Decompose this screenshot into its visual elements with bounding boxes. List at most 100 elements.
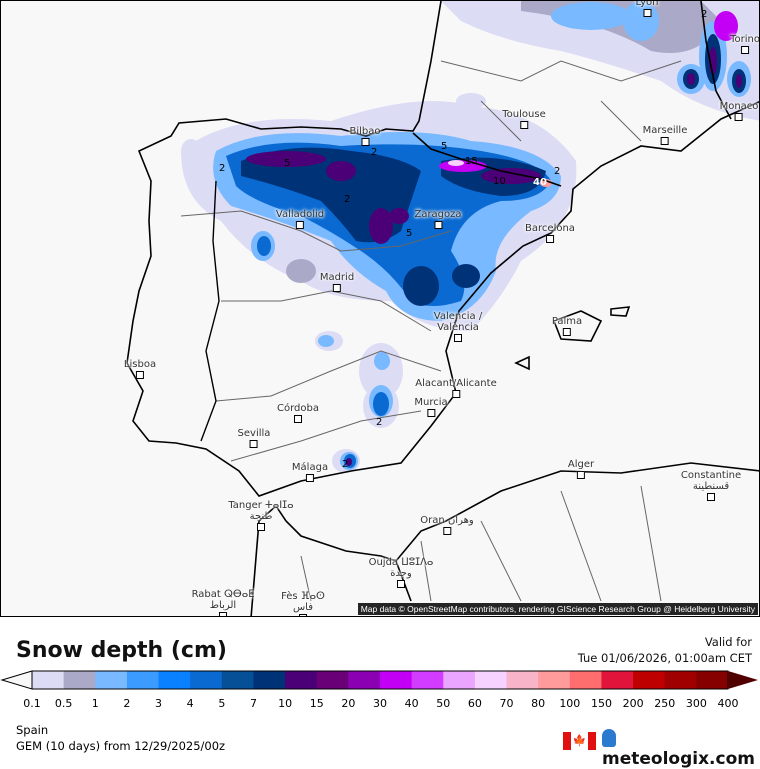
contour-label: 5 — [284, 158, 291, 169]
legend-tick-label: 100 — [559, 697, 581, 710]
legend-swatch — [32, 671, 65, 689]
legend-tick-label: 250 — [654, 697, 676, 710]
snow-depth-map[interactable]: 2 5 2 2 5 15 10 2 5 2 2 2 40 Lyon Torino… — [0, 0, 760, 617]
city-zaragoza: Zaragoza — [414, 209, 462, 229]
snow-field-10-20cm — [246, 47, 742, 466]
city-lisboa: Lisboa — [124, 359, 156, 379]
legend-swatch — [569, 671, 602, 689]
legend-swatch — [506, 671, 539, 689]
contour-label: 2 — [554, 166, 561, 177]
legend-swatch — [158, 671, 191, 689]
legend-swatch — [411, 671, 444, 689]
legend-swatch — [253, 671, 286, 689]
legend-tick-label: 60 — [467, 697, 482, 710]
legend-swatch — [696, 671, 729, 689]
valid-label: Valid for — [704, 635, 752, 649]
legend-tick-label: 4 — [186, 697, 194, 710]
legend-swatch — [380, 671, 413, 689]
city-barcelona: Barcelona — [525, 223, 575, 243]
city-palma: Palma — [552, 316, 582, 336]
city-oujda: Oujda ⵡⵓⵊⴷⴰ وجدة — [361, 557, 441, 588]
valid-datetime: Tue 01/06/2026, 01:00am CET — [577, 651, 752, 665]
legend-swatch — [285, 671, 318, 689]
city-madrid: Madrid — [320, 272, 354, 292]
city-tanger: Tanger ⵜⴰⵏⵊⴰ طنجة — [221, 500, 301, 531]
valid-time: Valid for Tue 01/06/2026, 01:00am CET — [578, 634, 752, 666]
legend-tick-label: 0.1 — [23, 697, 41, 710]
contour-label: 5 — [441, 141, 448, 152]
city-valladolid: Valladolid — [276, 209, 324, 229]
color-legend — [0, 670, 758, 690]
logo-icon — [602, 729, 616, 747]
model-run-info: GEM (10 days) from 12/29/2025/00z — [16, 739, 226, 753]
legend-tick-label: 200 — [622, 697, 644, 710]
legend-tick-label: 300 — [685, 697, 707, 710]
legend-tick-label: 5 — [218, 697, 226, 710]
legend-swatch — [63, 671, 96, 689]
city-oran: Oran وهران — [420, 515, 474, 535]
legend-tick-label: 150 — [590, 697, 612, 710]
legend-swatch — [443, 671, 476, 689]
city-alger: Alger — [568, 459, 594, 479]
city-murcia: Murcia — [414, 397, 448, 417]
contour-label: 5 — [406, 228, 413, 239]
legend-swatch — [221, 671, 254, 689]
legend-tick-label: 7 — [249, 697, 257, 710]
legend-tick-label: 70 — [499, 697, 514, 710]
legend-tick-label: 20 — [341, 697, 356, 710]
meteologix-logo[interactable]: meteologix.com — [602, 729, 760, 769]
city-cordoba: Córdoba — [277, 403, 319, 423]
city-valencia: Valencia / València — [428, 311, 488, 342]
legend-tick-label: 80 — [531, 697, 546, 710]
legend-tick-label: 30 — [373, 697, 387, 710]
legend-swatch — [538, 671, 571, 689]
legend-under-arrow — [0, 670, 33, 690]
coastlines — [126, 1, 759, 616]
contour-label: 2 — [344, 194, 351, 205]
legend-ticks: 0.1 0.5 1 2 3 4 5 7 10 15 20 30 40 50 60 70 80 100 150 200 2… — [0, 697, 760, 711]
legend-swatch — [316, 671, 349, 689]
region-label: Spain — [16, 723, 49, 737]
contour-label: 2 — [376, 417, 383, 428]
legend-tick-label: 0.5 — [54, 697, 73, 710]
canada-flag-icon: 🍁 — [563, 732, 596, 750]
contour-label: 10 — [493, 176, 506, 187]
contour-label: 2 — [342, 459, 349, 470]
contour-label: 2 — [371, 147, 378, 158]
legend-tick-label: 15 — [309, 697, 324, 710]
map-canvas — [126, 1, 759, 616]
city-marseille: Marseille — [643, 125, 687, 145]
legend-tick-label: 10 — [278, 697, 293, 710]
city-rabat: Rabat ⵕⴱⴰⵟ الرباط — [178, 589, 268, 616]
legend-swatch — [633, 671, 666, 689]
contour-label: 15 — [465, 156, 478, 167]
city-monaco: Monaco — [720, 101, 758, 121]
snow-field-60-100cm — [448, 160, 464, 166]
legend-tick-label: 40 — [404, 697, 419, 710]
city-bilbao: Bilbao — [349, 126, 381, 146]
legend-tick-label: 50 — [436, 697, 451, 710]
contour-label: 2 — [219, 163, 226, 174]
legend-swatch — [664, 671, 697, 689]
legend-tick-label: 1 — [91, 697, 99, 710]
map-attribution: Map data © OpenStreetMap contributors, r… — [357, 603, 758, 615]
contour-label: 2 — [701, 9, 708, 20]
legend-swatch — [190, 671, 223, 689]
legend-tick-label: 400 — [717, 697, 739, 710]
city-malaga: Málaga — [292, 462, 328, 482]
city-alicante: Alacant/Alicante — [415, 378, 497, 398]
legend-swatch — [348, 671, 381, 689]
legend-over-arrow — [728, 671, 758, 689]
legend-tick-label: 3 — [155, 697, 163, 710]
city-fes: Fès ⴼⴰⵙ فاس — [273, 591, 333, 616]
legend-tick-label: 2 — [123, 697, 131, 710]
city-torino: Torino — [730, 34, 759, 54]
legend-swatch — [126, 671, 160, 689]
city-toulouse: Toulouse — [502, 109, 546, 129]
legend-swatch — [474, 671, 508, 689]
map-title: Snow depth (cm) — [16, 638, 227, 663]
legend-swatch — [95, 671, 128, 689]
admin-borders — [180, 60, 682, 602]
legend-swatch — [601, 671, 634, 689]
contour-label: 40 — [533, 177, 547, 188]
